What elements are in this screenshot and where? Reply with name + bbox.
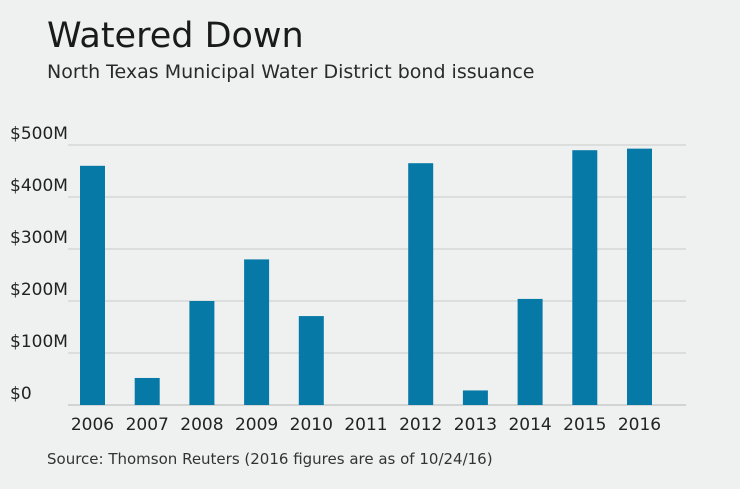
bar-2013 [462,390,488,405]
bar-2016 [627,148,652,405]
y-tick-label: $100M [10,332,68,352]
y-tick-label: $400M [10,176,68,196]
bars [80,148,652,405]
x-axis-labels: 2006 2007 2008 2009 2010 2011 2012 2013 2014 2015… [71,415,661,435]
y-tick-label: $300M [10,228,68,248]
bar-2008 [189,301,215,405]
x-tick-label: 2007 [126,415,169,435]
x-tick-label: 2013 [454,415,497,435]
x-tick-label: 2008 [180,415,223,435]
x-tick-label: 2011 [344,415,387,435]
chart-subtitle: North Texas Municipal Water District bon… [47,61,535,83]
source-note: Source: Thomson Reuters (2016 figures ar… [47,450,493,468]
x-tick-label: 2010 [290,415,333,435]
bar-2007 [134,377,160,405]
bar-2010 [298,316,324,405]
y-tick-label: $200M [10,280,68,300]
bar-2009 [244,259,270,405]
x-tick-label: 2009 [235,415,278,435]
x-tick-label: 2015 [563,415,606,435]
x-tick-label: 2016 [618,415,661,435]
x-tick-label: 2014 [508,415,551,435]
bar-2014 [517,298,543,405]
x-tick-label: 2012 [399,415,442,435]
y-tick-label: $500M [10,124,68,144]
bar-2012 [408,163,434,405]
x-tick-label: 2006 [71,415,114,435]
y-axis-labels: $0 $100M $200M $300M $400M $500M [10,124,68,404]
bar-2006 [80,165,105,405]
bar-2015 [572,150,598,405]
y-tick-label: $0 [10,384,32,404]
chart-title: Watered Down [47,16,304,56]
